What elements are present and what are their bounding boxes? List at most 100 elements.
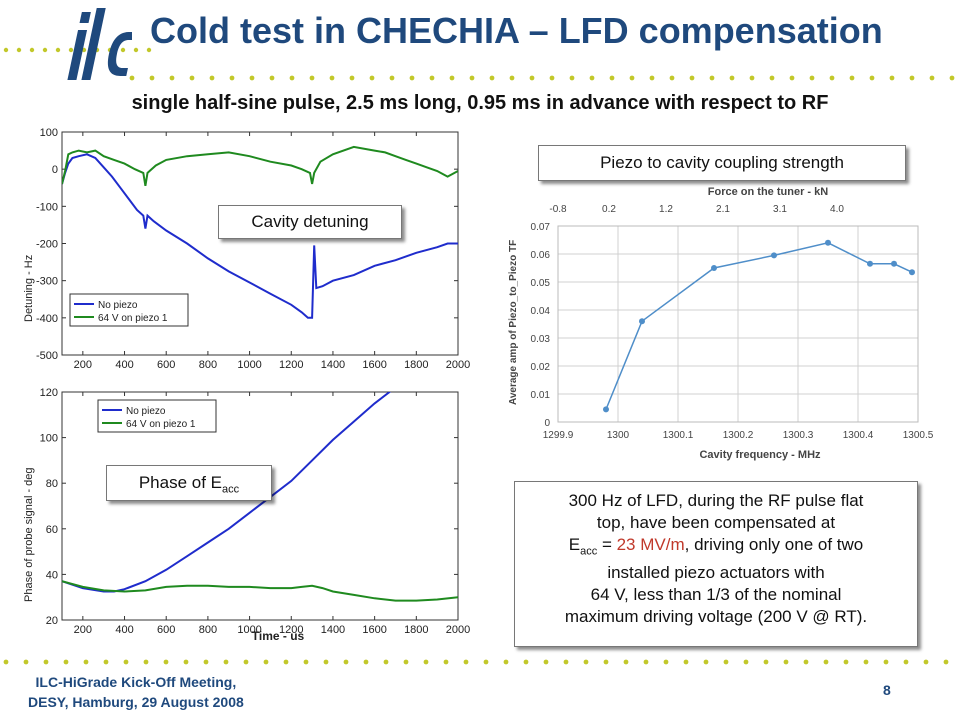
dot [323,659,329,665]
footer-meeting: ILC-HiGrade Kick-Off Meeting, DESY, Hamb… [28,672,244,712]
dot [3,659,9,665]
x-tick-label: 1200 [279,624,303,636]
dot [129,75,135,81]
dot [743,659,749,665]
x-tick-label: 1300.3 [783,430,814,441]
dot [683,659,689,665]
coupling-label-box: Piezo to cavity coupling strength [538,145,906,181]
phase-label-subscript: acc [222,483,240,496]
dot [289,75,295,81]
x-tick-label: 1000 [237,624,261,636]
y-tick-label: -100 [36,201,58,213]
slide-title: Cold test in CHECHIA – LFD compensation [150,10,883,51]
dot [143,659,149,665]
coupling-data-point [825,239,831,246]
dot [563,659,569,665]
dot [523,659,529,665]
series-line-64v-piezo [62,580,458,602]
phase-label-box: Phase of Eacc [106,465,272,501]
dot [889,75,895,81]
y-tick-label: -400 [36,313,58,325]
x-tick-label: 1600 [362,624,386,636]
dot [809,75,815,81]
gradient-value: 23 MV/m [616,535,685,554]
x-tick-label: 600 [157,359,175,371]
legend-box [69,293,189,327]
dot [849,75,855,81]
dot [29,47,35,53]
dot [529,75,535,81]
y-tick-label: 80 [46,478,58,490]
e-subscript: acc [580,545,598,558]
top-tick-label: 3.1 [773,204,787,215]
legend-box [97,399,217,433]
dot [503,659,509,665]
dot [263,659,269,665]
x-axis-label: Cavity frequency - MHz [699,449,821,461]
coupling-data-point [909,269,915,276]
e-symbol: E [568,535,581,554]
top-tick-label: 4.0 [830,204,844,215]
dot [149,75,155,81]
dot [423,659,429,665]
coupling-data-point [711,265,717,271]
dot [269,75,275,81]
dot [16,47,22,53]
dot [3,47,9,53]
dot [689,75,695,81]
dot [489,75,495,81]
coupling-series-line [605,242,913,410]
dot [803,659,809,665]
dot [649,75,655,81]
detuning-label-box: Cavity detuning [218,205,402,239]
dot [163,659,169,665]
dot [843,659,849,665]
dot [409,75,415,81]
dot [789,75,795,81]
dot [429,75,435,81]
dot [403,659,409,665]
note-line: installed piezo actuators with [607,563,825,583]
dot [449,75,455,81]
x-tick-label: 1300.4 [843,430,874,441]
y-tick-label: 0 [544,418,550,429]
equals-sign: = [597,535,617,554]
footer-line: DESY, Hamburg, 29 August 2008 [28,694,244,710]
note-line-rest: , driving only one of two [684,535,864,554]
dot [223,659,229,665]
dot [949,75,955,81]
dot [189,75,195,81]
page-number: 8 [883,682,891,698]
dot [229,75,235,81]
x-axis-label: Time - us [252,629,305,643]
x-tick-label: 2000 [446,359,470,371]
dot [243,659,249,665]
dot [589,75,595,81]
dot [369,75,375,81]
dot [669,75,675,81]
x-tick-label: 600 [157,624,175,636]
y-tick-label: 20 [46,615,58,627]
dot [829,75,835,81]
y-tick-label: 0.04 [531,306,551,317]
dot [63,659,69,665]
x-tick-label: 800 [199,359,217,371]
dot [389,75,395,81]
dot [209,75,215,81]
dot [929,75,935,81]
dot [303,659,309,665]
dot [42,47,48,53]
dot [183,659,189,665]
y-tick-label: 0.02 [531,362,551,373]
x-tick-label: 1200 [279,359,303,371]
x-tick-label: 1300.2 [723,430,754,441]
dot [203,659,209,665]
coupling-chart: Force on the tuner - kN Average amp of P… [508,186,934,461]
x-tick-label: 800 [199,624,217,636]
dot [769,75,775,81]
dot [549,75,555,81]
x-tick-label: 200 [74,624,92,636]
y-tick-label: 0.07 [531,222,551,233]
top-tick-label: 0.2 [602,204,616,215]
